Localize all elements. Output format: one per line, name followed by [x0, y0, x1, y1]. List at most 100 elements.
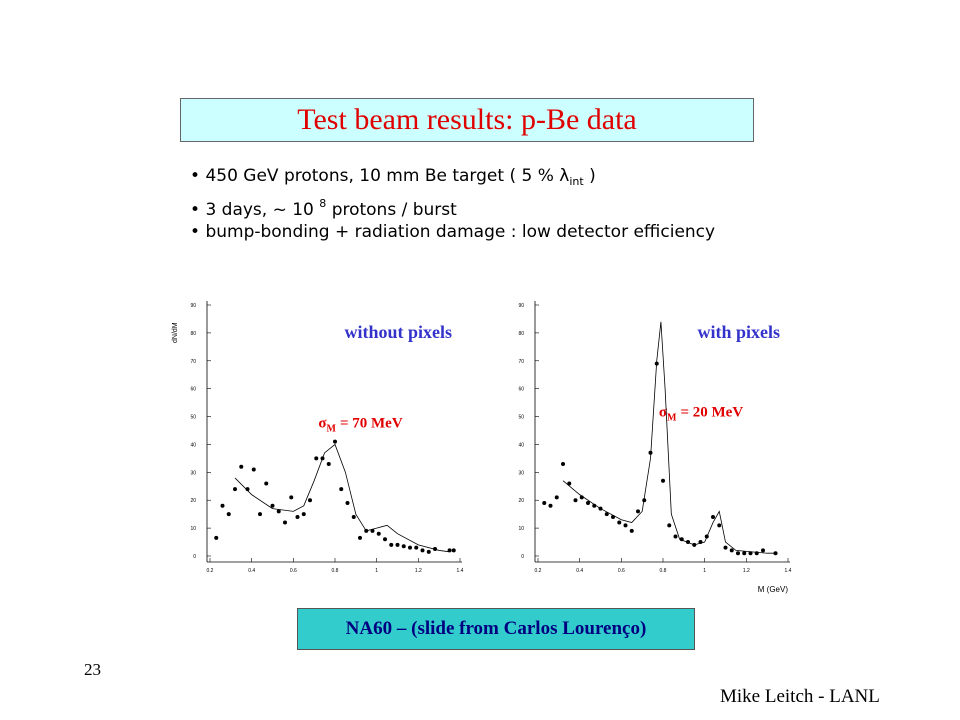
x-tick-label: 0.8 — [332, 568, 339, 574]
y-tick-label: 50 — [190, 415, 196, 421]
data-point — [561, 461, 565, 466]
data-point — [401, 544, 406, 549]
x-tick-label: 1.4 — [457, 568, 464, 574]
data-point — [754, 551, 759, 556]
data-point — [395, 542, 400, 547]
data-point — [220, 503, 225, 508]
data-point — [308, 498, 312, 503]
y-tick-label: 90 — [190, 303, 196, 309]
bullet-text: bump-bonding + radiation damage : low de… — [205, 222, 716, 242]
bullet-text: protons / burst — [331, 200, 457, 220]
data-point — [370, 528, 375, 533]
data-point — [623, 523, 628, 528]
data-point — [326, 461, 331, 466]
data-point — [351, 514, 356, 519]
data-point — [333, 439, 337, 444]
data-point — [301, 512, 306, 517]
y-tick-label: 0 — [521, 554, 524, 560]
caption: NA60 – (slide from Carlos Lourenço) — [297, 608, 695, 650]
data-point — [283, 520, 287, 525]
data-point — [686, 540, 690, 545]
x-tick-label: 1 — [703, 568, 706, 574]
y-tick-label: 70 — [518, 359, 524, 365]
data-point — [692, 542, 697, 547]
data-point — [258, 512, 262, 517]
symbol: σ — [318, 416, 327, 432]
data-point — [295, 514, 300, 519]
bullet: 450 GeV protons, 10 mm Be target ( 5 % λ… — [190, 165, 715, 193]
y-tick-label: 30 — [190, 470, 196, 476]
x-tick-label: 0.2 — [207, 568, 214, 574]
data-point — [761, 548, 765, 553]
data-point — [433, 547, 437, 552]
data-point — [276, 509, 281, 514]
annotation-text: = 70 MeV — [340, 416, 403, 432]
bullet-text: 3 days, ~ 10 — [205, 200, 314, 220]
x-tick-label: 0.6 — [290, 568, 297, 574]
data-point — [264, 481, 269, 486]
subscript: M — [327, 424, 337, 435]
data-point — [314, 456, 319, 461]
y-tick-label: 60 — [190, 387, 196, 393]
x-tick-label: 1.4 — [785, 568, 792, 574]
annotation: σM = 70 MeV — [318, 416, 402, 435]
annotation: σM = 20 MeV — [659, 405, 743, 424]
y-tick-label: 80 — [518, 331, 524, 337]
chart-title: with pixels — [697, 322, 780, 342]
x-tick-label: 1.2 — [743, 568, 750, 574]
chart-title: without pixels — [344, 322, 452, 342]
x-tick-label: 1 — [375, 568, 378, 574]
bullet: bump-bonding + radiation damage : low de… — [190, 221, 715, 243]
fit-curve — [562, 321, 778, 554]
page-number: 23 — [84, 660, 101, 679]
data-point — [579, 495, 584, 500]
x-tick-label: 0.4 — [576, 568, 583, 574]
data-point — [226, 512, 231, 517]
data-point — [604, 512, 609, 517]
data-point — [233, 487, 237, 492]
data-point — [383, 537, 387, 542]
data-point — [654, 361, 659, 366]
data-point — [773, 551, 778, 556]
data-point — [642, 498, 647, 503]
data-point — [451, 548, 456, 553]
data-point — [245, 487, 250, 492]
data-point — [617, 520, 622, 525]
data-point — [648, 450, 653, 455]
data-point — [426, 549, 431, 554]
fit-curve — [234, 443, 450, 553]
y-tick-label: 20 — [518, 498, 524, 504]
subscript: M — [667, 413, 677, 424]
data-point — [345, 501, 350, 506]
data-point — [408, 545, 412, 550]
data-point — [320, 456, 325, 461]
y-tick-label: 50 — [518, 415, 524, 421]
data-point — [358, 535, 362, 540]
data-point — [389, 542, 394, 547]
y-tick-label: 90 — [518, 303, 524, 309]
data-point — [567, 481, 572, 486]
data-point — [414, 545, 419, 550]
data-point — [251, 467, 256, 472]
data-point — [742, 551, 747, 556]
annotation-text: = 20 MeV — [680, 405, 743, 421]
slide-title: Test beam results: p-Be data — [180, 98, 754, 142]
x-axis-label: M (GeV) — [758, 585, 789, 594]
x-tick-label: 0.2 — [535, 568, 542, 574]
data-point — [239, 464, 244, 469]
data-point — [748, 551, 753, 556]
data-point — [376, 531, 381, 536]
y-tick-label: 70 — [190, 359, 196, 365]
data-point — [339, 487, 344, 492]
y-axis-label: dN/dM — [172, 322, 179, 343]
data-point — [270, 503, 275, 508]
data-point — [289, 495, 294, 500]
data-point — [447, 548, 452, 553]
data-point — [592, 503, 597, 508]
data-point — [661, 478, 665, 483]
bullet-text: 450 GeV protons, 10 mm Be target ( 5 % — [205, 166, 554, 186]
symbol: σ — [659, 405, 668, 421]
data-point — [573, 498, 578, 503]
subscript: int — [569, 175, 584, 188]
